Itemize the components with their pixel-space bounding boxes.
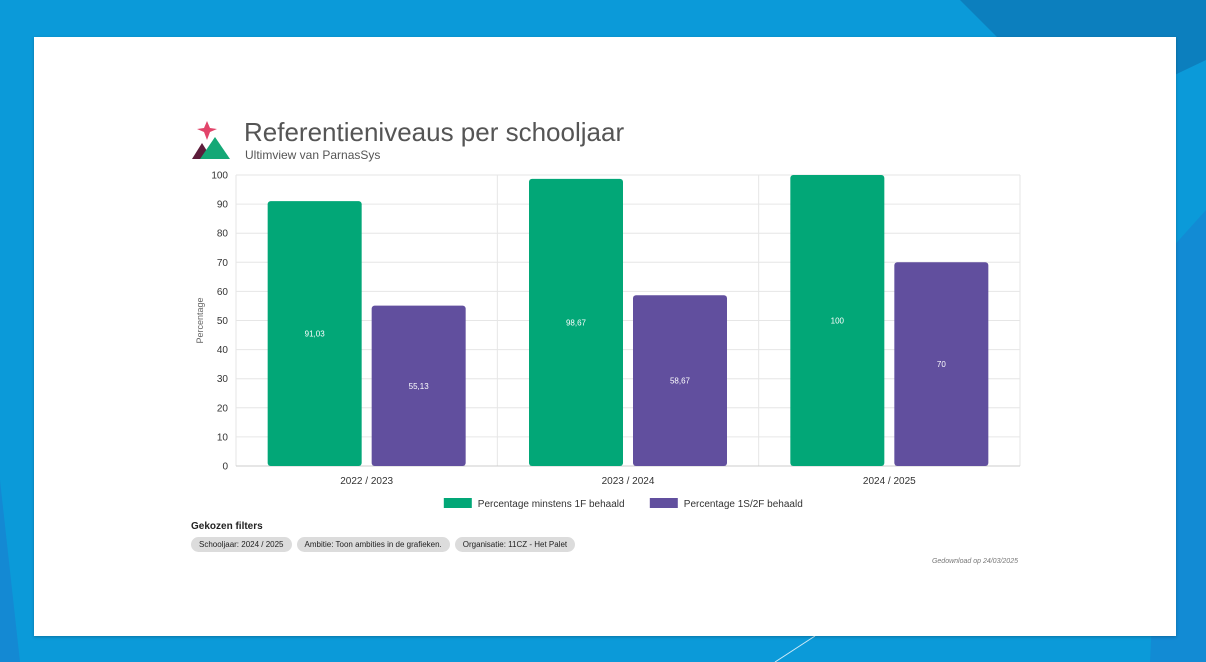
y-tick-label: 90 <box>217 200 229 211</box>
ultimview-logo-icon <box>192 121 230 159</box>
download-date: Gedownload op 24/03/2025 <box>931 558 1018 565</box>
filter-chip-schooljaar[interactable]: Schooljaar: 2024 / 2025 <box>191 537 292 552</box>
legend-swatch <box>649 498 678 508</box>
bar-data-label: 91,03 <box>305 330 326 339</box>
y-tick-label: 40 <box>217 345 229 356</box>
bar-data-label: 70 <box>937 360 946 369</box>
y-tick-label: 20 <box>217 403 229 414</box>
bar-data-label: 98,67 <box>566 318 587 327</box>
bar <box>894 262 989 466</box>
y-tick-label: 70 <box>217 258 229 269</box>
bar-chart: 0 10 20 30 40 50 60 70 80 90 100 91,03 55,13 2022 / 2… <box>195 171 1021 510</box>
y-tick-label: 30 <box>217 374 229 385</box>
bar <box>267 201 362 466</box>
y-tick-label: 50 <box>217 316 229 327</box>
y-tick-label: 60 <box>217 287 229 298</box>
y-tick-label: 80 <box>217 229 229 240</box>
y-tick-label: 100 <box>211 171 228 182</box>
x-tick-label: 2022 / 2023 <box>340 476 393 487</box>
bar-data-label: 58,67 <box>670 377 691 386</box>
filter-chips: Schooljaar: 2024 / 2025 Ambitie: Toon am… <box>191 537 576 552</box>
page-title: Referentieniveaus per schooljaar <box>244 117 625 147</box>
bar <box>633 295 727 466</box>
bar <box>371 305 466 466</box>
filters-title: Gekozen filters <box>191 521 263 532</box>
bar <box>529 178 623 466</box>
filter-chip-ambitie[interactable]: Ambitie: Toon ambities in de grafieken. <box>296 537 450 552</box>
legend-label: Percentage 1S/2F behaald <box>684 499 803 510</box>
y-axis-label: Percentage <box>195 297 205 343</box>
y-tick-label: 10 <box>217 432 229 443</box>
legend-swatch <box>443 498 472 508</box>
bar-data-label: 100 <box>831 317 845 326</box>
bar <box>790 175 885 466</box>
page-subtitle: Ultimview van ParnasSys <box>245 148 381 162</box>
legend-label: Percentage minstens 1F behaald <box>478 499 625 510</box>
report-card: Referentieniveaus per schooljaar Ultimvi… <box>34 37 1176 636</box>
filter-chip-organisatie[interactable]: Organisatie: 11CZ - Het Palet <box>454 537 576 552</box>
x-tick-label: 2024 / 2025 <box>863 476 916 487</box>
bar-data-label: 55,13 <box>409 382 430 391</box>
x-tick-label: 2023 / 2024 <box>602 476 655 487</box>
y-tick-label: 0 <box>222 462 228 473</box>
